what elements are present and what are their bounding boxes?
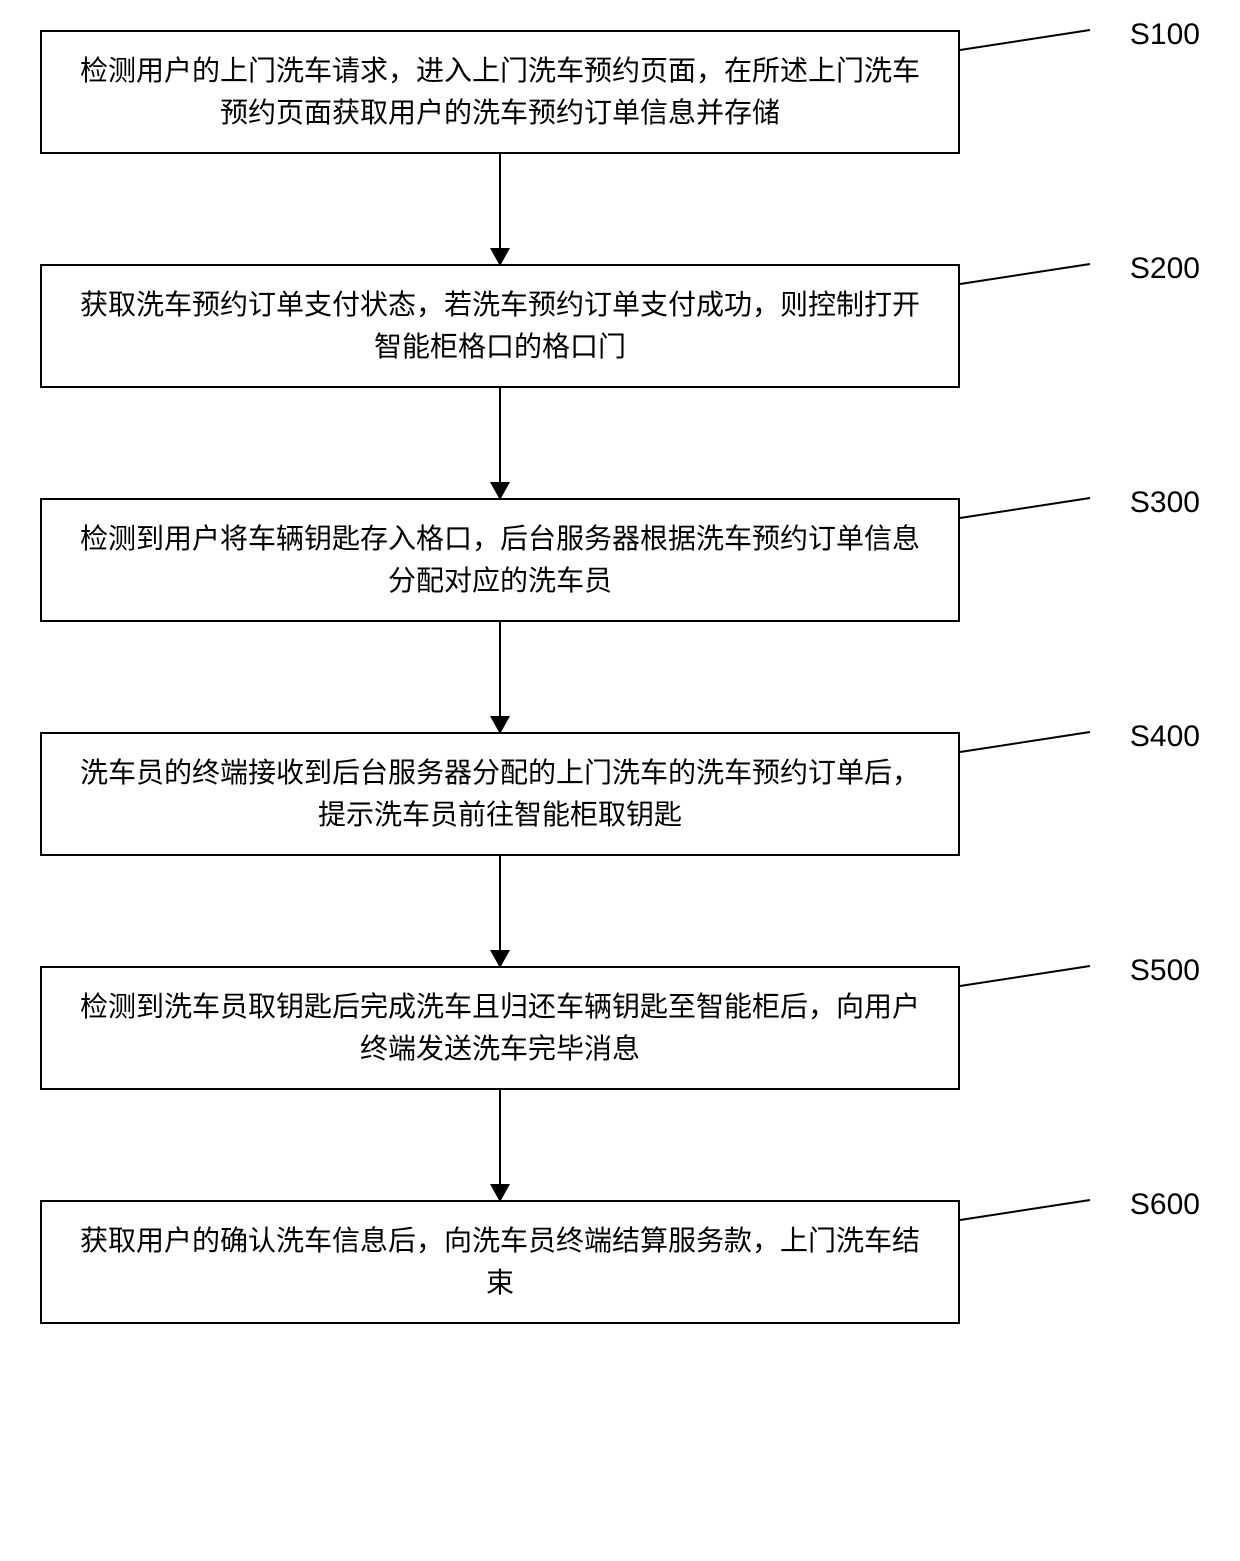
- step-label-s100: S100: [1130, 18, 1200, 52]
- step-text: 获取用户的确认洗车信息后，向洗车员终端结算服务款，上门洗车结束: [80, 1225, 920, 1298]
- step-label-s500: S500: [1130, 954, 1200, 988]
- leader-line-s300: [960, 498, 1140, 538]
- step-label-s400: S400: [1130, 720, 1200, 754]
- leader-line-s600: [960, 1200, 1140, 1240]
- step-row-s600: 获取用户的确认洗车信息后，向洗车员终端结算服务款，上门洗车结束 S600: [40, 1200, 1200, 1324]
- step-label-s200: S200: [1130, 252, 1200, 286]
- step-box-s500: 检测到洗车员取钥匙后完成洗车且归还车辆钥匙至智能柜后，向用户终端发送洗车完毕消息: [40, 966, 960, 1090]
- step-box-s600: 获取用户的确认洗车信息后，向洗车员终端结算服务款，上门洗车结束: [40, 1200, 960, 1324]
- step-row-s200: 获取洗车预约订单支付状态，若洗车预约订单支付成功，则控制打开智能柜格口的格口门 …: [40, 264, 1200, 388]
- leader-line-s400: [960, 732, 1140, 772]
- step-label-s600: S600: [1130, 1188, 1200, 1222]
- flowchart-container: 检测用户的上门洗车请求，进入上门洗车预约页面，在所述上门洗车预约页面获取用户的洗…: [40, 30, 1200, 1324]
- arrow-s100-s200: [499, 154, 501, 264]
- leader-line-s500: [960, 966, 1140, 1006]
- arrow-s200-s300: [499, 388, 501, 498]
- arrow-s300-s400: [499, 622, 501, 732]
- step-box-s300: 检测到用户将车辆钥匙存入格口，后台服务器根据洗车预约订单信息分配对应的洗车员: [40, 498, 960, 622]
- step-row-s500: 检测到洗车员取钥匙后完成洗车且归还车辆钥匙至智能柜后，向用户终端发送洗车完毕消息…: [40, 966, 1200, 1090]
- arrow-s400-s500: [499, 856, 501, 966]
- step-row-s400: 洗车员的终端接收到后台服务器分配的上门洗车的洗车预约订单后，提示洗车员前往智能柜…: [40, 732, 1200, 856]
- step-row-s100: 检测用户的上门洗车请求，进入上门洗车预约页面，在所述上门洗车预约页面获取用户的洗…: [40, 30, 1200, 154]
- step-label-s300: S300: [1130, 486, 1200, 520]
- step-row-s300: 检测到用户将车辆钥匙存入格口，后台服务器根据洗车预约订单信息分配对应的洗车员 S…: [40, 498, 1200, 622]
- step-text: 洗车员的终端接收到后台服务器分配的上门洗车的洗车预约订单后，提示洗车员前往智能柜…: [80, 757, 920, 830]
- step-box-s200: 获取洗车预约订单支付状态，若洗车预约订单支付成功，则控制打开智能柜格口的格口门: [40, 264, 960, 388]
- step-text: 检测用户的上门洗车请求，进入上门洗车预约页面，在所述上门洗车预约页面获取用户的洗…: [80, 55, 920, 128]
- step-text: 获取洗车预约订单支付状态，若洗车预约订单支付成功，则控制打开智能柜格口的格口门: [80, 289, 920, 362]
- step-box-s400: 洗车员的终端接收到后台服务器分配的上门洗车的洗车预约订单后，提示洗车员前往智能柜…: [40, 732, 960, 856]
- step-text: 检测到用户将车辆钥匙存入格口，后台服务器根据洗车预约订单信息分配对应的洗车员: [80, 523, 920, 596]
- step-text: 检测到洗车员取钥匙后完成洗车且归还车辆钥匙至智能柜后，向用户终端发送洗车完毕消息: [80, 991, 920, 1064]
- step-box-s100: 检测用户的上门洗车请求，进入上门洗车预约页面，在所述上门洗车预约页面获取用户的洗…: [40, 30, 960, 154]
- arrow-s500-s600: [499, 1090, 501, 1200]
- leader-line-s100: [960, 30, 1140, 70]
- leader-line-s200: [960, 264, 1140, 304]
